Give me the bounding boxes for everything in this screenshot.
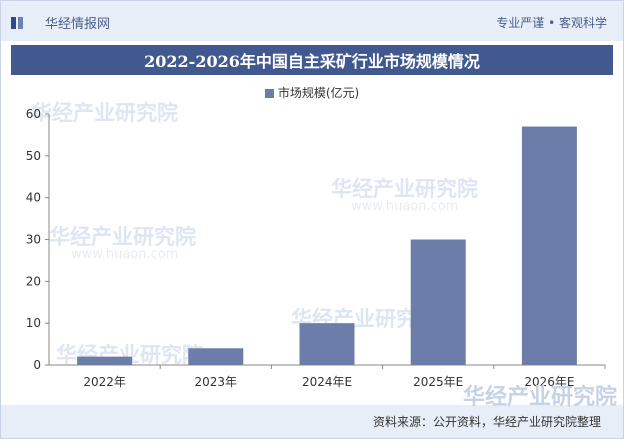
bar: [77, 356, 133, 365]
bar: [188, 348, 244, 365]
y-tick-label: 30: [26, 233, 41, 247]
x-tick-label: 2022年: [83, 375, 126, 389]
x-tick-label: 2026年E: [524, 375, 574, 389]
chart-title: 2022-2026年中国自主采矿行业市场规模情况: [144, 52, 480, 71]
legend-swatch: [264, 89, 274, 98]
watermark-text: 华经产业研究院: [31, 101, 178, 125]
watermark-url: www.huaon.com: [71, 247, 179, 262]
y-tick-label: 50: [26, 149, 41, 163]
bar: [299, 323, 355, 365]
y-tick-label: 60: [26, 107, 41, 121]
brand-logo-icon: [11, 16, 23, 29]
x-tick-label: 2023年: [195, 375, 238, 389]
y-tick-label: 10: [26, 316, 41, 330]
x-tick-label: 2024年E: [302, 375, 352, 389]
title-bar: 2022-2026年中国自主采矿行业市场规模情况: [11, 45, 613, 75]
bar-chart: 0 10 20 30 40 50 60 2022年 2023年 2024年E 2025年E 2026年…: [26, 107, 606, 389]
brand: 华经情报网: [11, 13, 110, 32]
watermark-url: www.huaon.com: [351, 199, 459, 214]
watermark-text: 华经产业研究院: [331, 177, 478, 201]
legend: 市场规模(亿元): [1, 84, 623, 101]
x-tick-label: 2025年E: [413, 375, 463, 389]
watermark-text: 华经产业研究院: [49, 225, 196, 249]
watermark-logo-text: 华经产业研究院: [463, 385, 618, 410]
y-tick-label: 0: [33, 358, 41, 372]
legend-label: 市场规模(亿元): [277, 86, 360, 100]
brand-name: 华经情报网: [45, 17, 111, 32]
source-note: 资料来源：公开资料，华经产业研究院整理: [372, 415, 601, 429]
bar: [521, 126, 577, 365]
slogan: 专业严谨 • 客观科学: [496, 16, 607, 30]
footer-band: 资料来源：公开资料，华经产业研究院整理: [1, 405, 623, 438]
y-tick-label: 20: [26, 274, 41, 288]
header-band: 华经情报网 专业严谨 • 客观科学: [1, 1, 623, 41]
y-tick-label: 40: [26, 191, 41, 205]
bar: [410, 239, 466, 365]
